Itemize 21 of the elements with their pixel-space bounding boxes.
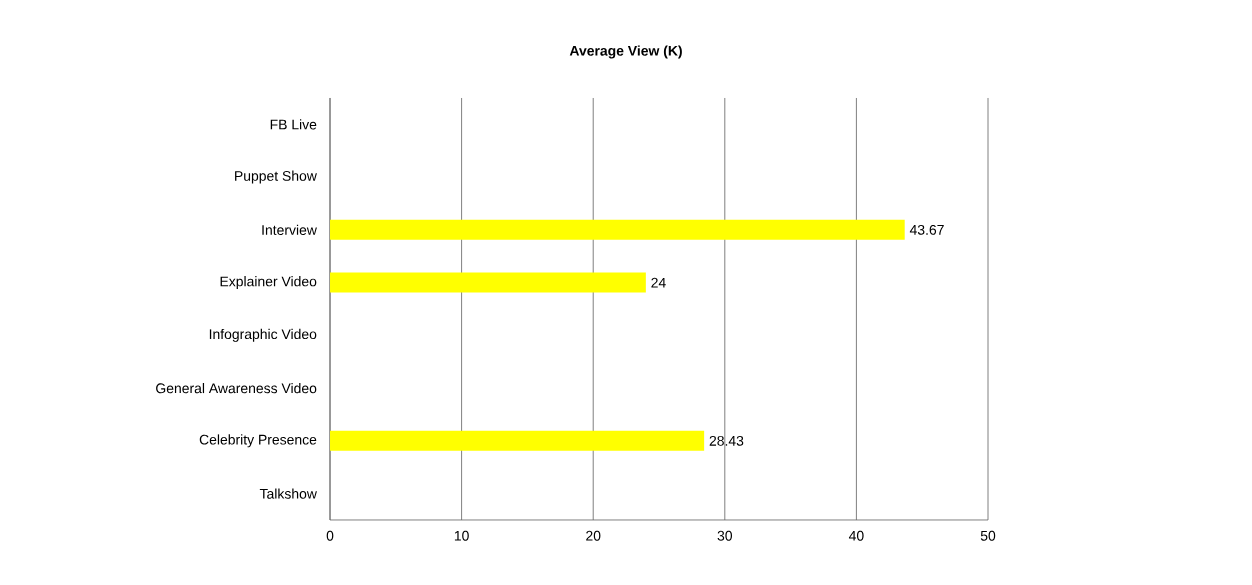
data-label: 24 bbox=[651, 277, 666, 288]
y-tick-label: General Awareness Video bbox=[156, 382, 317, 394]
chart-title: Average View (K) bbox=[569, 45, 682, 59]
x-tick-label: 40 bbox=[848, 530, 864, 541]
y-tick-label: Interview bbox=[262, 224, 317, 235]
bar bbox=[330, 430, 705, 451]
bar bbox=[330, 219, 905, 240]
y-tick-label: Celebrity Presence bbox=[199, 434, 317, 448]
y-tick-label: Explainer Video bbox=[220, 276, 317, 290]
x-tick-label: 30 bbox=[717, 530, 733, 541]
y-tick-label: Infographic Video bbox=[209, 328, 317, 342]
data-label: 43.67 bbox=[909, 224, 944, 235]
y-tick-label: FB Live bbox=[270, 119, 317, 130]
data-label: 28.43 bbox=[709, 435, 744, 446]
y-tick-label: Puppet Show bbox=[235, 170, 317, 184]
x-tick-label: 0 bbox=[326, 530, 334, 541]
x-tick-label: 10 bbox=[454, 530, 469, 541]
x-tick-label: 50 bbox=[980, 530, 996, 541]
bar bbox=[330, 272, 646, 293]
x-tick-label: 20 bbox=[586, 530, 601, 541]
y-tick-label: Talkshow bbox=[259, 488, 317, 499]
